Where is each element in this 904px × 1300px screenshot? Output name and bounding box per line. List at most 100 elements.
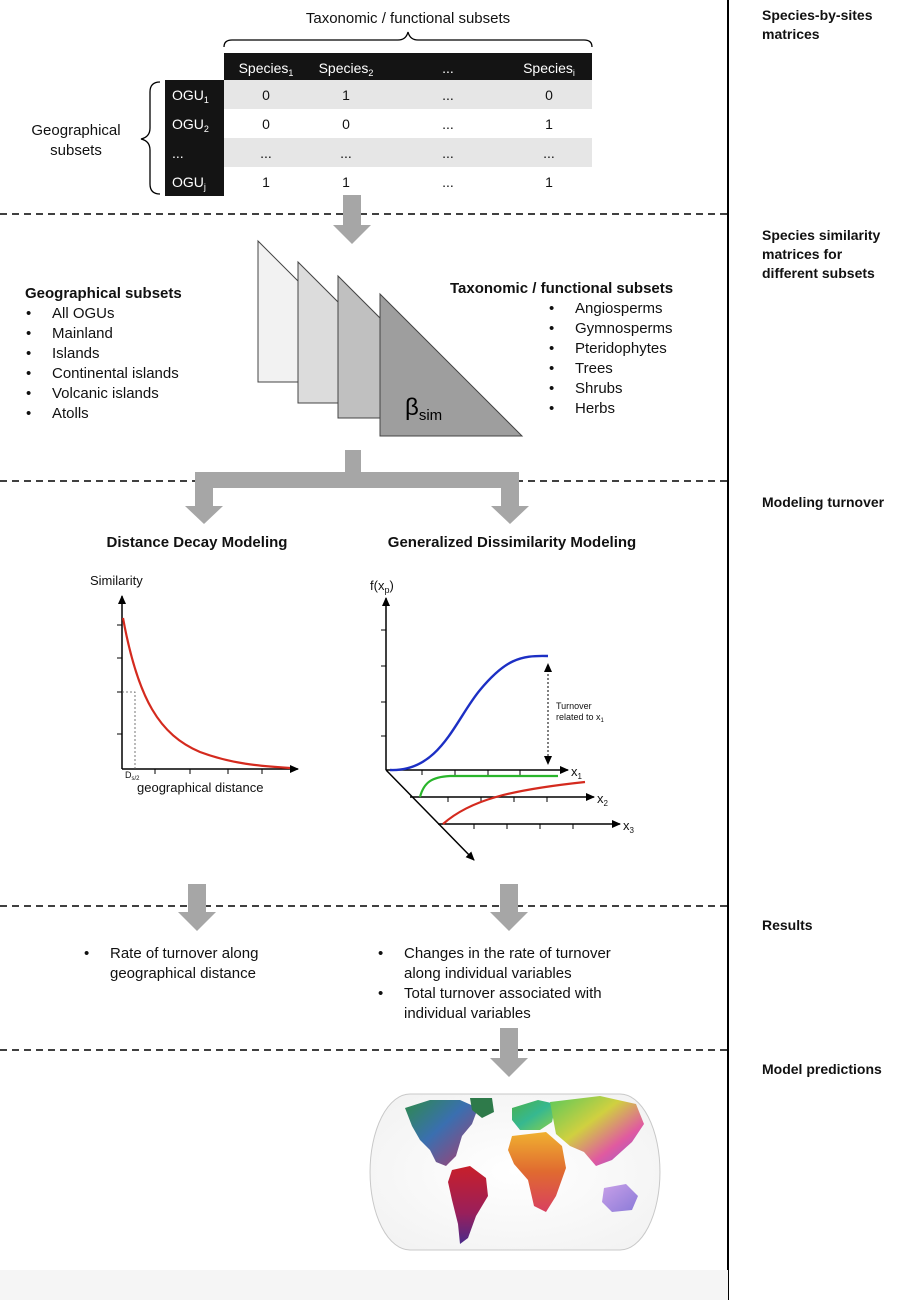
matrix-cells: 0 1 ... 0 0 0 ... 1 ... ... ... ... 1 1 … xyxy=(260,87,555,190)
section-label-similarity-3: different subsets xyxy=(762,265,875,281)
section-label-similarity: Species similarity xyxy=(762,227,881,243)
tax-subsets-title: Taxonomic / functional subsets xyxy=(450,280,673,297)
tax-bullet-1: • xyxy=(549,300,554,317)
cell-3-2: ... xyxy=(340,145,352,161)
left-brace-label-2: subsets xyxy=(50,142,102,159)
geo-item-1: All OGUs xyxy=(52,305,115,322)
row-ogu-1: OGU1 xyxy=(172,87,209,105)
gdm-x3-label: x3 xyxy=(623,818,635,835)
tax-bullet-2: • xyxy=(549,320,554,337)
tax-item-3: Pteridophytes xyxy=(575,340,667,357)
result-left-line-1: Rate of turnover along xyxy=(110,945,258,962)
world-map xyxy=(369,1093,661,1251)
gdm-blue-curve xyxy=(389,654,549,772)
gdm-ylabel: f(xp) xyxy=(370,578,394,595)
geo-bullet-4: • xyxy=(26,365,31,382)
matrix-row-shade-3 xyxy=(224,138,592,167)
geo-item-5: Volcanic islands xyxy=(52,385,159,402)
section-labels: Species-by-sites matrices Species simila… xyxy=(762,7,885,1077)
flow-arrow-gdm xyxy=(490,884,528,931)
result-left-bullet: • xyxy=(84,945,89,962)
cell-3-1: ... xyxy=(260,145,272,161)
gdm-diagonal-axis xyxy=(385,769,475,861)
top-brace-label: Taxonomic / functional subsets xyxy=(306,10,510,27)
section-label-results: Results xyxy=(762,917,813,933)
tax-item-1: Angiosperms xyxy=(575,300,663,317)
left-brace xyxy=(140,81,161,195)
left-brace-label-1: Geographical xyxy=(31,122,120,139)
matrix-row-shade-1 xyxy=(224,80,592,109)
map-south-america xyxy=(448,1166,488,1244)
map-asia xyxy=(550,1096,644,1166)
cell-2-1: 0 xyxy=(262,116,270,132)
gdm-x2-label: x2 xyxy=(597,791,609,808)
similarity-triangles xyxy=(257,239,524,437)
beta-sim-label: βsim xyxy=(405,394,442,424)
row-ogu-2: OGU2 xyxy=(172,116,209,134)
section-label-similarity-2: matrices for xyxy=(762,246,843,262)
geographical-subsets: Geographical subsets • All OGUs • Mainla… xyxy=(25,285,182,422)
col-species-2: Species2 xyxy=(319,60,374,78)
tax-bullet-5: • xyxy=(549,380,554,397)
gdm-red-curve xyxy=(442,780,586,825)
geo-item-2: Mainland xyxy=(52,325,113,342)
map-africa xyxy=(508,1132,566,1212)
ddm-title: Distance Decay Modeling xyxy=(107,534,288,551)
flow-arrow-prediction xyxy=(490,1028,528,1077)
row-ogu-j: OGUj xyxy=(172,174,206,192)
tax-bullet-6: • xyxy=(549,400,554,417)
cell-4-3: ... xyxy=(442,174,454,190)
result-right-bullet-2: • xyxy=(378,985,383,1002)
geo-bullet-6: • xyxy=(26,405,31,422)
taxonomic-subsets: Taxonomic / functional subsets • Angiosp… xyxy=(450,280,673,417)
section-label-modeling: Modeling turnover xyxy=(762,494,885,510)
ddm-xlabel: geographical distance xyxy=(137,780,263,795)
geo-bullet-2: • xyxy=(26,325,31,342)
ddm-ylabel: Similarity xyxy=(90,573,143,588)
geo-subsets-title: Geographical subsets xyxy=(25,285,182,302)
geo-item-6: Atolls xyxy=(52,405,89,422)
cell-3-4: ... xyxy=(543,145,555,161)
gdm-turnover-label-2: related to x1 xyxy=(556,712,605,724)
cell-4-1: 1 xyxy=(262,174,270,190)
result-right-bullet-1: • xyxy=(378,945,383,962)
col-species-ellipsis: ... xyxy=(442,60,454,76)
matrix-header xyxy=(224,53,592,80)
result-right-1-line-1: Changes in the rate of turnover xyxy=(404,945,611,962)
cell-1-4: 0 xyxy=(545,87,553,103)
cell-2-2: 0 xyxy=(342,116,350,132)
col-species-i: Speciesi xyxy=(523,60,575,78)
geo-bullet-1: • xyxy=(26,305,31,322)
ddm-decay-curve xyxy=(121,617,291,770)
cell-4-2: 1 xyxy=(342,174,350,190)
gdm-x1-label: x1 xyxy=(571,764,583,781)
results: • Rate of turnover along geographical di… xyxy=(84,945,611,1022)
geo-bullet-5: • xyxy=(26,385,31,402)
map-europe xyxy=(512,1100,556,1130)
bottom-strip xyxy=(0,1270,728,1300)
species-sites-matrix: Taxonomic / functional subsets Species1 … xyxy=(31,10,593,196)
gdm-title: Generalized Dissimilarity Modeling xyxy=(388,534,636,551)
matrix-row-header xyxy=(165,80,224,196)
section-label-species-by-sites: Species-by-sites xyxy=(762,7,873,23)
result-right-2-line-1: Total turnover associated with xyxy=(404,985,602,1002)
tax-bullet-4: • xyxy=(549,360,554,377)
cell-4-4: 1 xyxy=(545,174,553,190)
map-north-america xyxy=(405,1100,478,1166)
gdm-plot: f(xp) Turnover xyxy=(370,578,635,861)
cell-1-1: 0 xyxy=(262,87,270,103)
split-arrow xyxy=(185,450,529,524)
map-australia xyxy=(602,1184,638,1212)
geo-item-4: Continental islands xyxy=(52,365,179,382)
section-label-species-by-sites-2: matrices xyxy=(762,26,820,42)
result-right-2-line-2: individual variables xyxy=(404,1005,531,1022)
flow-arrow-1 xyxy=(333,195,371,244)
col-species-1: Species1 xyxy=(239,60,294,78)
tax-item-5: Shrubs xyxy=(575,380,623,397)
map-greenland xyxy=(470,1098,494,1118)
gdm-green-curve xyxy=(418,774,558,798)
tax-item-4: Trees xyxy=(575,360,613,377)
result-right-1-line-2: along individual variables xyxy=(404,965,572,982)
flow-arrow-ddm xyxy=(178,884,216,931)
